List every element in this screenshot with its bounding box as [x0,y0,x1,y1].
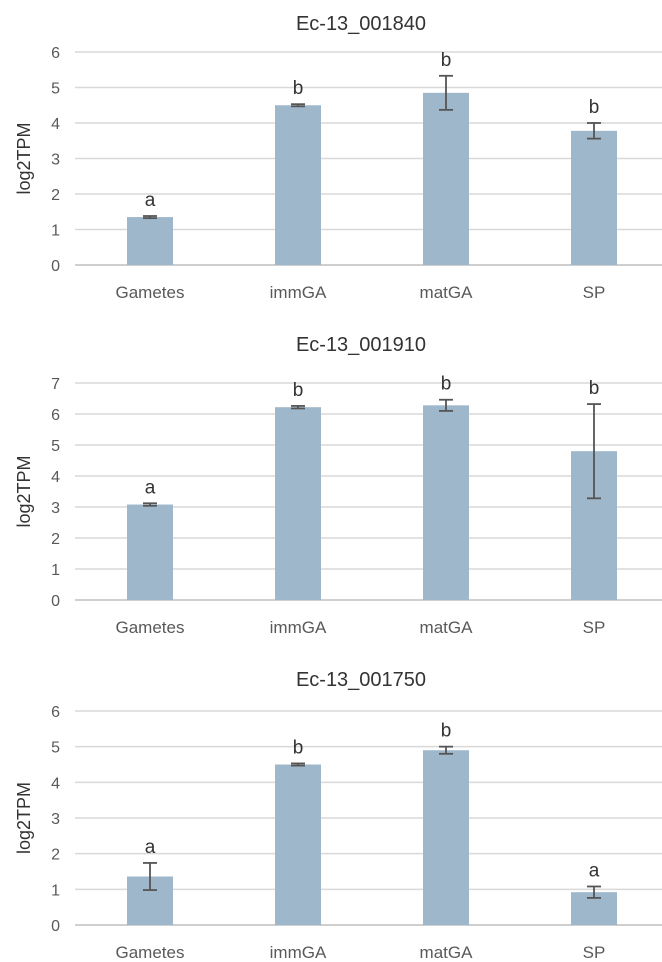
x-category-label: SP [583,943,606,962]
y-tick-label: 2 [51,847,60,864]
x-category-label: matGA [420,618,474,637]
bar-matGA [423,750,469,925]
x-category-label: matGA [420,943,474,962]
chart-panel-3: Ec-13_001750 0 1 2 3 4 5 6 log2TPM a Gametes b immGA… [14,669,662,962]
y-tick-label: 5 [51,438,60,455]
bar-immGA [275,105,321,265]
significance-letter: b [441,50,452,71]
significance-letter: b [293,78,304,99]
x-category-label: SP [583,283,606,302]
y-tick-label: 0 [51,593,60,610]
error-bar [439,745,453,755]
x-category-label: immGA [270,943,327,962]
y-tick-label: 2 [51,187,60,204]
y-tick-label: 1 [51,223,60,240]
y-tick-label: 6 [51,45,60,62]
chart-panel-2: Ec-13_001910 0 1 2 3 4 5 6 7 log2TPM a Gametes b immG… [14,334,662,637]
error-bar [143,862,157,891]
y-tick-label: 0 [51,258,60,275]
error-bar [291,103,305,108]
bar-matGA [423,405,469,600]
bar-matGA [423,92,469,265]
y-tick-label: 5 [51,740,60,757]
significance-letter: a [145,837,156,858]
error-bar [439,74,453,111]
x-category-label: Gametes [116,618,185,637]
y-tick-label: 6 [51,704,60,721]
y-tick-label: 7 [51,376,60,393]
error-bar [587,403,601,500]
y-tick-label: 1 [51,562,60,579]
x-category-label: Gametes [116,283,185,302]
y-tick-label: 2 [51,531,60,548]
significance-letter: b [293,380,304,401]
y-tick-label: 4 [51,775,60,792]
error-bar [143,502,157,507]
significance-letter: a [145,477,156,498]
y-axis-label: log2TPM [14,122,34,194]
bar-Gametes [127,504,173,600]
y-tick-label: 4 [51,116,60,133]
significance-letter: a [145,190,156,211]
x-category-label: SP [583,618,606,637]
y-axis-label: log2TPM [14,455,34,527]
significance-letter: b [441,721,452,742]
bar-SP [571,130,617,265]
y-tick-label: 4 [51,469,60,486]
y-tick-label: 3 [51,811,60,828]
error-bar [143,215,157,220]
chart-title: Ec-13_001840 [296,13,426,35]
significance-letter: b [589,97,600,118]
significance-letter: b [293,737,304,758]
y-tick-label: 5 [51,81,60,98]
error-bar [587,122,601,140]
y-tick-label: 1 [51,882,60,899]
x-category-label: immGA [270,283,327,302]
chart-title: Ec-13_001910 [296,334,426,356]
significance-letter: b [441,374,452,395]
error-bar [587,885,601,899]
y-tick-label: 6 [51,407,60,424]
y-tick-label: 3 [51,152,60,169]
y-axis-label: log2TPM [14,782,34,854]
bar-Gametes [127,217,173,265]
chart-title: Ec-13_001750 [296,669,426,691]
y-tick-label: 0 [51,918,60,935]
error-bar [291,405,305,410]
error-bar [291,762,305,767]
significance-letter: b [589,378,600,399]
chart-panel-1: Ec-13_001840 0 1 2 3 4 5 6 log2TPM a Gametes b immGA… [14,13,662,302]
x-category-label: immGA [270,618,327,637]
x-category-label: matGA [420,283,474,302]
y-tick-label: 3 [51,500,60,517]
bar-immGA [275,407,321,600]
x-category-label: Gametes [116,943,185,962]
bar-immGA [275,764,321,925]
significance-letter: a [589,860,600,881]
error-bar [439,398,453,412]
